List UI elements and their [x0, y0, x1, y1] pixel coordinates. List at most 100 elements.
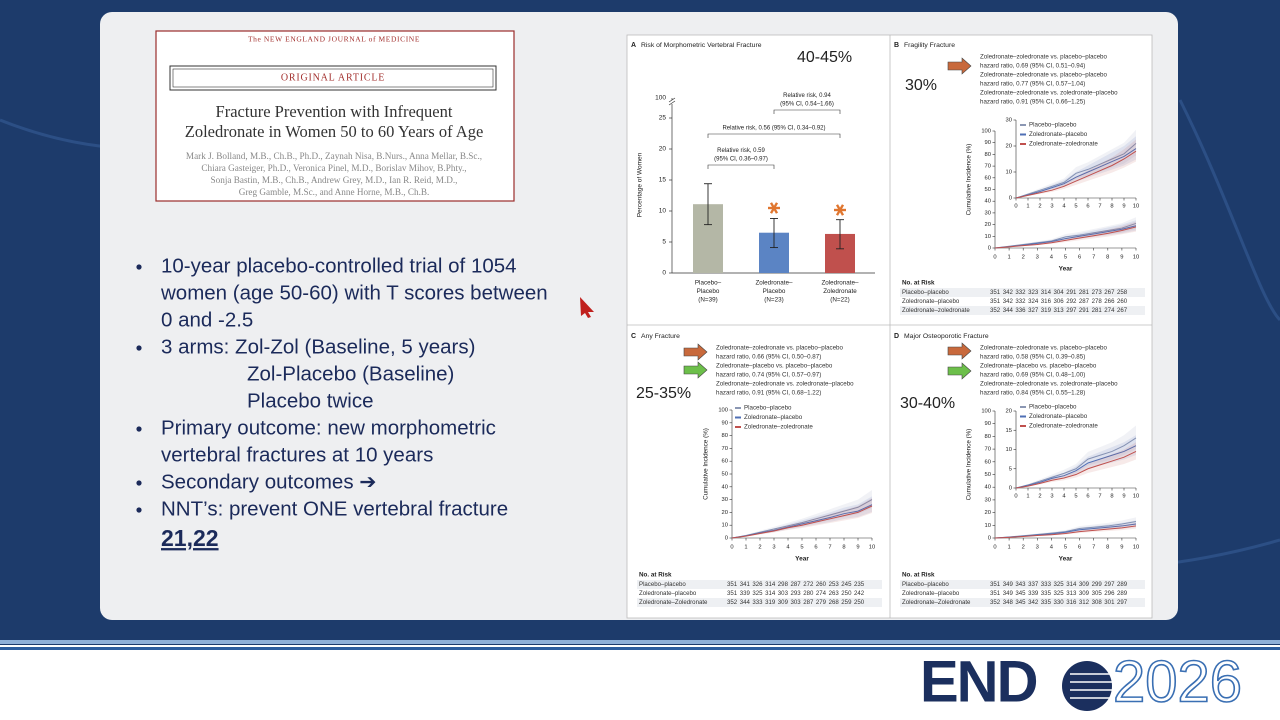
x-tick-label: 4 — [1050, 255, 1054, 261]
y-tick-label: 0 — [1009, 486, 1012, 492]
comparison-label: Relative risk, 0.56 (95% CI, 0.34–0.92) — [722, 126, 825, 132]
bullet-marker — [136, 345, 142, 351]
article-authors: Sonja Bastin, M.B., Ch.B., Andrew Grey, … — [211, 175, 458, 185]
x-tick-label: 7 — [1098, 494, 1101, 500]
axis-break — [668, 97, 676, 103]
incidence-line — [1015, 437, 1137, 489]
bullet-text: 3 arms: Zol-Zol (Baseline, 5 years) — [161, 335, 475, 358]
risk-table-title: No. at Risk — [639, 572, 672, 579]
risk-count: 289 — [1117, 581, 1128, 588]
y-tick-label: 10 — [659, 208, 667, 215]
x-tick-label: 7 — [1092, 545, 1095, 551]
x-tick-label: Placebo– — [695, 280, 722, 287]
highlight-arrow — [947, 362, 972, 380]
x-tick-label: 6 — [1086, 494, 1089, 500]
confidence-band — [1016, 136, 1136, 198]
risk-count: 342 — [1003, 289, 1014, 296]
x-tick-label: 2 — [1038, 204, 1041, 210]
risk-count: 266 — [1104, 298, 1115, 305]
y-tick-label: 0 — [988, 246, 991, 252]
journal-name: The NEW ENGLAND JOURNAL of MEDICINE — [248, 35, 420, 44]
x-tick-label: Placebo — [763, 288, 786, 295]
article-title: Zoledronate in Women 50 to 60 Years of A… — [185, 122, 484, 141]
comparison-label: Relative risk, 0.94 — [783, 93, 831, 99]
x-axis-label: Year — [795, 556, 809, 563]
risk-row-name: Zoledronate–Zoledronate — [902, 599, 971, 606]
risk-count: 342 — [1003, 298, 1014, 305]
risk-count: 348 — [1003, 599, 1014, 606]
risk-count: 351 — [727, 590, 738, 597]
x-axis-label: Year — [1059, 266, 1073, 273]
risk-count: 323 — [1028, 289, 1039, 296]
bullet-text: Primary outcome: new morphometric — [161, 416, 496, 439]
highlight-arrow — [947, 57, 972, 75]
risk-count: 333 — [1041, 581, 1052, 588]
article-authors: Greg Gamble, M.Sc., and Anne Horne, M.B.… — [239, 187, 430, 197]
y-tick-label: 70 — [985, 164, 991, 170]
confidence-band — [1016, 129, 1136, 198]
hazard-ratio-text: Zoledronate–zoledronate vs. placebo–plac… — [716, 345, 843, 352]
x-tick-label: Zoledronate– — [821, 280, 859, 287]
x-tick-label: 10 — [1133, 204, 1139, 210]
y-tick-label: 100 — [655, 95, 666, 102]
logo-text: END — [920, 649, 1037, 714]
x-tick-label: 4 — [1062, 494, 1066, 500]
x-tick-label: 7 — [1098, 204, 1101, 210]
risk-count: 274 — [816, 590, 827, 597]
x-tick-label: 3 — [1036, 545, 1039, 551]
x-tick-label: 2 — [758, 545, 761, 551]
risk-count: 332 — [1015, 298, 1026, 305]
panel-title: Major Osteoporotic Fracture — [904, 333, 989, 340]
nnt-value: 21,22 — [161, 525, 219, 551]
y-tick-label: 30 — [1006, 118, 1012, 124]
risk-row-name: Placebo–placebo — [902, 581, 949, 588]
x-tick-label: 10 — [1133, 255, 1139, 261]
significance-asterisk — [769, 202, 779, 214]
hazard-ratio-text: Zoledronate–zoledronate vs. zoledronate–… — [980, 90, 1118, 97]
risk-row-name: Placebo–placebo — [902, 289, 949, 296]
x-tick-label: 3 — [1050, 494, 1053, 500]
risk-count: 267 — [1104, 289, 1115, 296]
confidence-band — [995, 221, 1136, 248]
risk-count: 314 — [1066, 581, 1077, 588]
x-tick-label: 5 — [1074, 204, 1077, 210]
y-tick-label: 20 — [659, 146, 667, 153]
y-axis-label: Cumulative Incidence (%) — [966, 144, 973, 216]
risk-count: 301 — [1104, 599, 1115, 606]
incidence-line — [1015, 150, 1137, 199]
bullet-text: vertebral fractures at 10 years — [161, 443, 433, 466]
risk-count: 296 — [1104, 590, 1115, 597]
legend-label: Zoledronate–placebo — [1029, 131, 1088, 138]
article-title: Fracture Prevention with Infrequent — [216, 102, 453, 121]
risk-count: 291 — [1079, 307, 1090, 314]
x-tick-label: 5 — [1064, 255, 1067, 261]
y-tick-label: 60 — [722, 459, 728, 465]
risk-row-shade — [637, 598, 882, 607]
risk-count: 325 — [1054, 581, 1065, 588]
risk-count: 344 — [1003, 307, 1014, 314]
incidence-line — [1015, 148, 1137, 199]
incidence-line — [731, 505, 873, 539]
risk-count: 351 — [990, 590, 1001, 597]
risk-count: 337 — [1028, 581, 1039, 588]
y-tick-label: 10 — [1006, 447, 1012, 453]
panel-title: Fragility Fracture — [904, 42, 955, 49]
highlight-arrow — [683, 343, 708, 361]
risk-count: 297 — [1117, 599, 1128, 606]
highlight-arrow — [947, 342, 972, 360]
x-tick-label: Zoledronate– — [755, 280, 793, 287]
legend-label: Placebo–placebo — [1029, 404, 1077, 411]
x-tick-label: 7 — [1092, 255, 1095, 261]
y-tick-label: 10 — [985, 234, 991, 240]
hazard-ratio-text: Zoledronate–zoledronate vs. placebo–plac… — [980, 54, 1107, 61]
risk-count: 326 — [752, 581, 763, 588]
incidence-line — [994, 222, 1137, 249]
panel-label: A — [631, 42, 636, 49]
y-tick-label: 90 — [985, 140, 991, 146]
panel-annotation: 30% — [905, 77, 937, 94]
y-tick-label: 0 — [988, 536, 991, 542]
legend-label: Zoledronate–placebo — [1029, 413, 1088, 420]
section-label: ORIGINAL ARTICLE — [281, 72, 385, 83]
risk-count: 263 — [829, 590, 840, 597]
comparison-label: (95% CI, 0.54–1.66) — [780, 102, 834, 108]
